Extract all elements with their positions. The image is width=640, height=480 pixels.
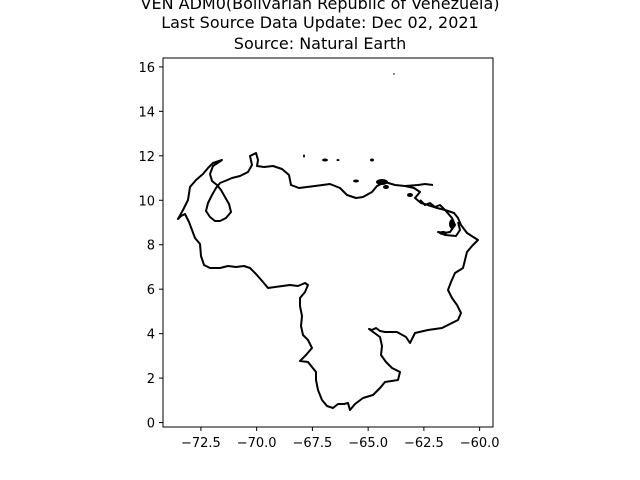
aves-island <box>393 73 395 75</box>
orchila-island <box>336 159 340 161</box>
paria-peninsula <box>404 182 434 187</box>
axes-frame <box>162 57 494 428</box>
coche-island <box>383 185 389 189</box>
y-tick-label: 0 <box>147 417 155 432</box>
y-tick-label: 16 <box>138 61 155 76</box>
los-roques-island <box>322 158 328 162</box>
x-tick-label: −70.0 <box>237 436 277 451</box>
x-tick-label: −62.5 <box>404 436 444 451</box>
y-axis: 0 2 4 6 8 10 12 14 16 <box>138 61 163 432</box>
y-tick-label: 12 <box>138 150 155 165</box>
margarita-island <box>376 179 388 185</box>
x-axis: −72.5 −70.0 −67.5 −65.0 −62.5 −60.0 <box>181 427 500 451</box>
y-tick-label: 4 <box>147 328 155 343</box>
tortuga-island <box>353 179 359 183</box>
y-tick-label: 6 <box>147 283 155 298</box>
delta-island-1 <box>407 193 413 197</box>
las-aves-island <box>303 154 305 158</box>
x-tick-label: −72.5 <box>181 436 221 451</box>
y-tick-label: 14 <box>138 105 155 120</box>
y-tick-label: 2 <box>147 372 155 387</box>
blanquilla-island <box>370 158 374 162</box>
map-title-line-1: VEN ADM0(Bolivarian Republic of Venezuel… <box>140 0 500 13</box>
delta-island-2 <box>449 219 455 229</box>
x-tick-label: −67.5 <box>292 436 332 451</box>
y-tick-label: 10 <box>138 194 155 209</box>
orinoco-delta-coast <box>419 199 461 237</box>
x-tick-label: −65.0 <box>348 436 388 451</box>
venezuela-mainland-outline <box>177 152 479 411</box>
y-tick-label: 8 <box>147 239 155 254</box>
map-title-line-3: Source: Natural Earth <box>233 34 407 53</box>
delta-island-3 <box>439 231 447 235</box>
map-title-line-2: Last Source Data Update: Dec 02, 2021 <box>161 13 479 32</box>
x-tick-label: −60.0 <box>460 436 500 451</box>
